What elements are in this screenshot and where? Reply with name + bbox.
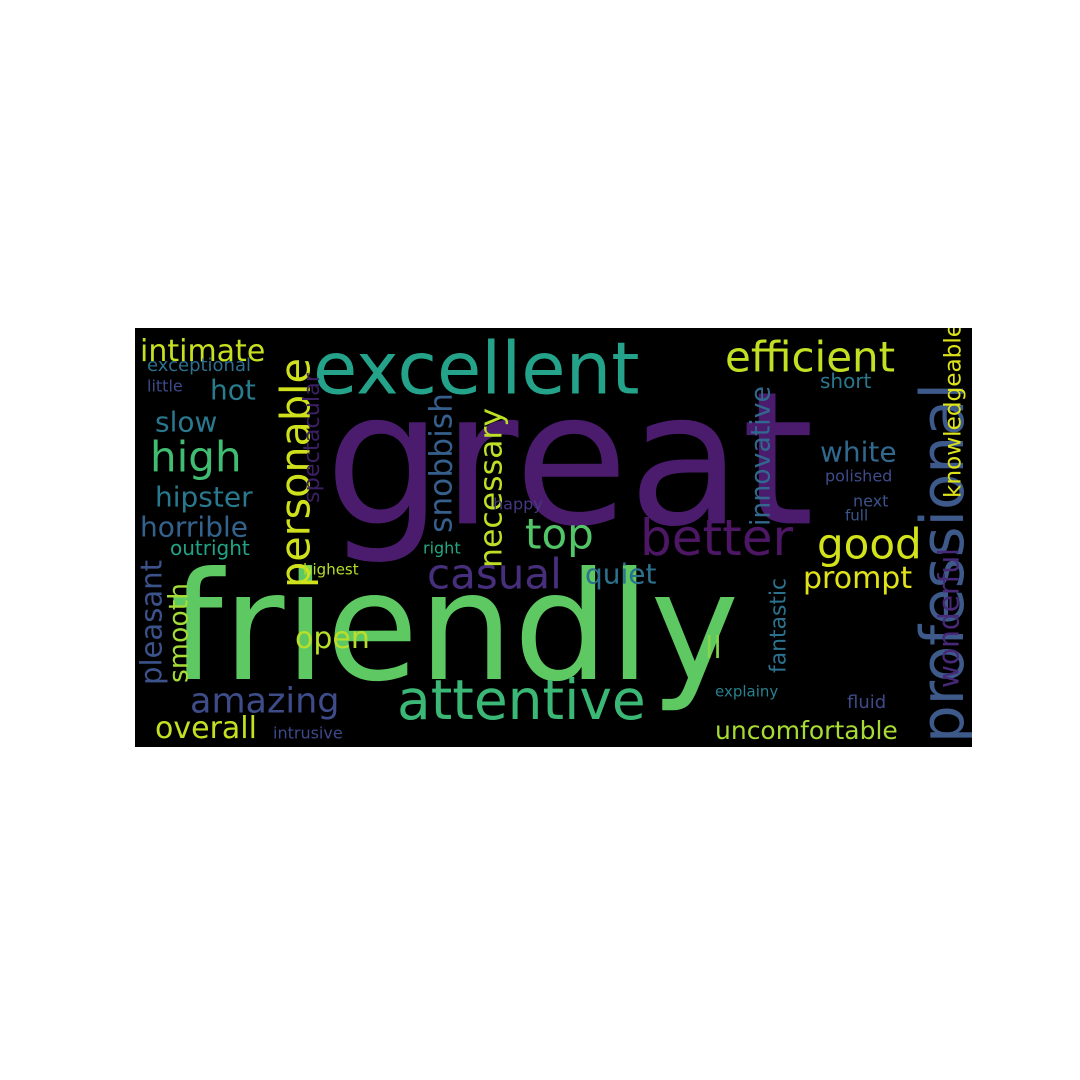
word-happy: happy — [493, 494, 543, 514]
word-cloud: great friendly excellent attentive professio… — [135, 328, 972, 747]
word-casual: casual — [427, 549, 562, 599]
word-great: great — [325, 351, 815, 568]
word-next: next — [853, 491, 889, 511]
word-ll: ll — [705, 630, 722, 666]
word-highest: highest — [303, 560, 359, 579]
word-wonderful: wonderful — [932, 548, 966, 688]
word-polished: polished — [825, 466, 893, 486]
word-prompt: prompt — [803, 560, 913, 596]
word-full: full — [845, 506, 869, 525]
word-snobbish: snobbish — [422, 393, 459, 533]
word-white: white — [820, 435, 897, 469]
word-friendly: friendly — [170, 539, 740, 715]
word-little: little — [147, 376, 183, 396]
word-smooth: smooth — [162, 582, 194, 683]
word-explainy: explainy — [715, 682, 779, 701]
word-quiet: quiet — [585, 557, 657, 591]
word-amazing: amazing — [190, 679, 340, 721]
word-hot: hot — [210, 373, 256, 407]
word-hipster: hipster — [155, 480, 253, 514]
word-overall: overall — [155, 710, 257, 746]
word-slow: slow — [155, 405, 218, 439]
word-necessary: necessary — [472, 407, 510, 568]
word-outright: outright — [170, 536, 250, 560]
word-uncomfortable: uncomfortable — [715, 715, 898, 745]
word-spectacular: spectacular — [297, 372, 325, 503]
word-knowledgeable: knowledgeable — [938, 328, 966, 498]
word-better: better — [640, 508, 794, 567]
word-intrusive: intrusive — [273, 723, 343, 743]
word-fantastic: fantastic — [765, 577, 791, 673]
word-attentive: attentive — [397, 668, 646, 733]
word-top: top — [525, 509, 594, 559]
word-short: short — [820, 369, 872, 393]
word-horrible: horrible — [140, 510, 248, 544]
word-fluid: fluid — [847, 691, 887, 713]
word-exceptional: exceptional — [147, 354, 252, 376]
word-intimate: intimate — [140, 333, 266, 369]
word-innovative: innovative — [744, 386, 776, 526]
word-high: high — [150, 432, 242, 482]
word-right: right — [423, 538, 461, 558]
word-excellent: excellent — [313, 328, 640, 411]
word-efficient: efficient — [725, 332, 896, 382]
word-open: open — [295, 620, 370, 656]
word-good: good — [817, 519, 922, 569]
